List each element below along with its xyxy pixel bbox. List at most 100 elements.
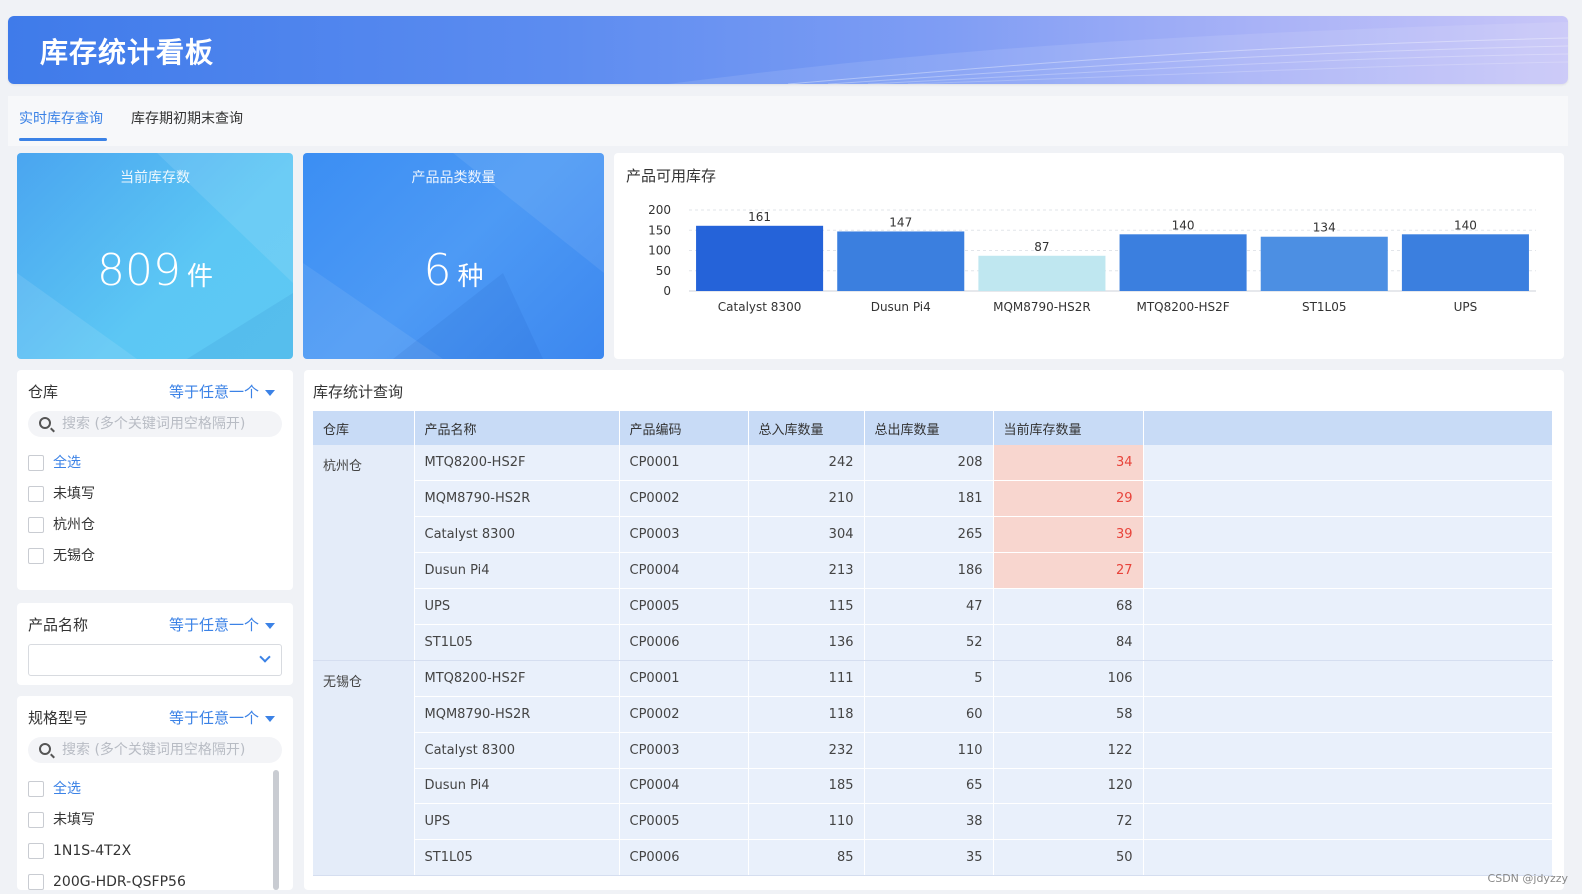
cell-total-in: 185 — [748, 768, 865, 805]
checkbox[interactable] — [28, 812, 44, 828]
column-header[interactable]: 总入库数量 — [748, 411, 865, 445]
caret-down-icon — [265, 715, 275, 722]
checkbox[interactable] — [28, 843, 44, 859]
kpi-label: 产品品类数量 — [411, 170, 496, 186]
checkbox[interactable] — [28, 548, 44, 564]
tab-period-stock[interactable]: 库存期初期末查询 — [131, 111, 243, 127]
checkbox-label: 全选 — [53, 781, 81, 797]
cell-filler — [1143, 696, 1553, 733]
column-header[interactable]: 当前库存数量 — [993, 411, 1144, 445]
checkbox-model-option[interactable]: 200G-HDR-QSFP56 — [28, 873, 186, 890]
chevron-down-icon — [259, 651, 271, 663]
table-row: 无锡仓 MTQ8200-HS2F CP0001 111 5 106 — [313, 660, 1553, 877]
filter-operator-label: 等于任意一个 — [168, 709, 259, 727]
checkbox-hangzhou[interactable]: 杭州仓 — [28, 516, 95, 536]
warehouse-search — [28, 411, 282, 437]
cell-product-code: CP0006 — [619, 624, 749, 661]
cell-filler — [1143, 732, 1553, 769]
column-header[interactable]: 产品编码 — [619, 411, 749, 445]
column-header[interactable]: 仓库 — [313, 411, 415, 445]
filter-scrollbar[interactable] — [273, 770, 279, 890]
cell-product-name: UPS — [414, 803, 620, 841]
filter-operator-dropdown[interactable]: 等于任意一个 — [169, 381, 275, 402]
x-tick-label: ST1L05 — [1302, 300, 1347, 314]
checkbox-unfilled[interactable]: 未填写 — [28, 811, 95, 831]
stock-table-panel: 库存统计查询 仓库 产品名称 产品编码 总入库数量 总出库数量 当前库存数量 杭… — [304, 370, 1564, 890]
cell-filler — [1143, 552, 1553, 590]
model-search — [28, 737, 282, 763]
checkbox[interactable] — [28, 517, 44, 533]
y-tick-label: 50 — [656, 264, 671, 278]
cell-product-name: Catalyst 8300 — [414, 732, 620, 769]
warehouse-filter: 仓库 等于任意一个 全选 未填写 杭州仓 无锡仓 — [17, 370, 293, 590]
checkbox-select-all[interactable]: 全选 — [28, 454, 81, 474]
cell-total-in: 210 — [748, 480, 865, 518]
product-name-filter: 产品名称 等于任意一个 — [17, 603, 293, 685]
cell-current-stock: 122 — [993, 732, 1144, 769]
checkbox-wuxi[interactable]: 无锡仓 — [28, 547, 95, 567]
tab-bar: 实时库存查询 库存期初期末查询 — [8, 96, 1568, 146]
cell-total-out: 265 — [864, 516, 994, 554]
cell-product-code: CP0002 — [619, 696, 749, 733]
table-row: MQM8790-HS2R CP0002 210 181 29 — [313, 480, 1553, 518]
bar — [837, 231, 965, 291]
bar — [1401, 234, 1529, 291]
cell-total-out: 208 — [864, 445, 994, 482]
checkbox-label: 杭州仓 — [53, 517, 95, 533]
kpi-number: 6 — [423, 245, 452, 296]
bar — [696, 225, 824, 291]
checkbox[interactable] — [28, 874, 44, 890]
cell-product-code: CP0001 — [619, 445, 749, 482]
table-row: Catalyst 8300 CP0003 304 265 39 — [313, 516, 1553, 554]
x-tick-label: MQM8790-HS2R — [993, 300, 1091, 314]
kpi-number: 809 — [97, 245, 181, 296]
cell-product-name: MQM8790-HS2R — [414, 480, 620, 518]
x-tick-label: MTQ8200-HS2F — [1136, 300, 1229, 314]
cell-current-stock: 58 — [993, 696, 1144, 733]
available-stock-chart-panel: 产品可用库存 0 50 100 150 200 161 Catalyst 8300 147 Du… — [614, 153, 1564, 359]
checkbox-label: 全选 — [53, 455, 81, 471]
tab-realtime-stock[interactable]: 实时库存查询 — [19, 111, 103, 127]
column-header[interactable]: 产品名称 — [414, 411, 620, 445]
filter-operator-label: 等于任意一个 — [168, 383, 259, 401]
cell-product-code: CP0001 — [619, 660, 749, 697]
filter-operator-dropdown[interactable]: 等于任意一个 — [169, 614, 275, 635]
cell-current-stock: 72 — [993, 803, 1144, 841]
cell-total-in: 111 — [748, 660, 865, 697]
table-row: Dusun Pi4 CP0004 213 186 27 — [313, 552, 1553, 590]
checkbox[interactable] — [28, 486, 44, 502]
product-name-select[interactable] — [28, 644, 282, 676]
checkbox-select-all[interactable]: 全选 — [28, 780, 81, 800]
checkbox[interactable] — [28, 455, 44, 471]
stock-table: 仓库 产品名称 产品编码 总入库数量 总出库数量 当前库存数量 杭州仓 MTQ82… — [313, 411, 1553, 877]
checkbox-model-option[interactable]: 1N1S-4T2X — [28, 842, 131, 862]
checkbox-label: 1N1S-4T2X — [53, 843, 132, 859]
cell-filler — [1143, 480, 1553, 518]
table-row: UPS CP0005 110 38 72 — [313, 803, 1553, 841]
filter-operator-dropdown[interactable]: 等于任意一个 — [169, 707, 275, 728]
column-header[interactable]: 总出库数量 — [864, 411, 994, 445]
chart-title: 产品可用库存 — [626, 167, 717, 185]
bar — [978, 255, 1106, 291]
cell-filler — [1143, 803, 1553, 841]
cell-filler — [1143, 445, 1553, 482]
table-row: ST1L05 CP0006 136 52 84 — [313, 624, 1553, 661]
cell-filler — [1143, 768, 1553, 805]
cell-current-stock: 27 — [993, 552, 1144, 590]
model-search-input[interactable] — [62, 737, 276, 763]
cell-current-stock: 29 — [993, 480, 1144, 518]
checkbox-unfilled[interactable]: 未填写 — [28, 485, 95, 505]
cell-total-out: 186 — [864, 552, 994, 590]
warehouse-search-input[interactable] — [62, 411, 276, 437]
header-wave-decoration — [668, 22, 1568, 84]
checkbox-label: 无锡仓 — [53, 548, 95, 564]
cell-total-out: 65 — [864, 768, 994, 805]
cell-current-stock: 68 — [993, 588, 1144, 625]
cell-current-stock: 50 — [993, 839, 1144, 877]
cell-total-out: 181 — [864, 480, 994, 518]
cell-product-code: CP0004 — [619, 552, 749, 590]
cell-product-name: Catalyst 8300 — [414, 516, 620, 554]
checkbox[interactable] — [28, 781, 44, 797]
caret-down-icon — [265, 622, 275, 629]
